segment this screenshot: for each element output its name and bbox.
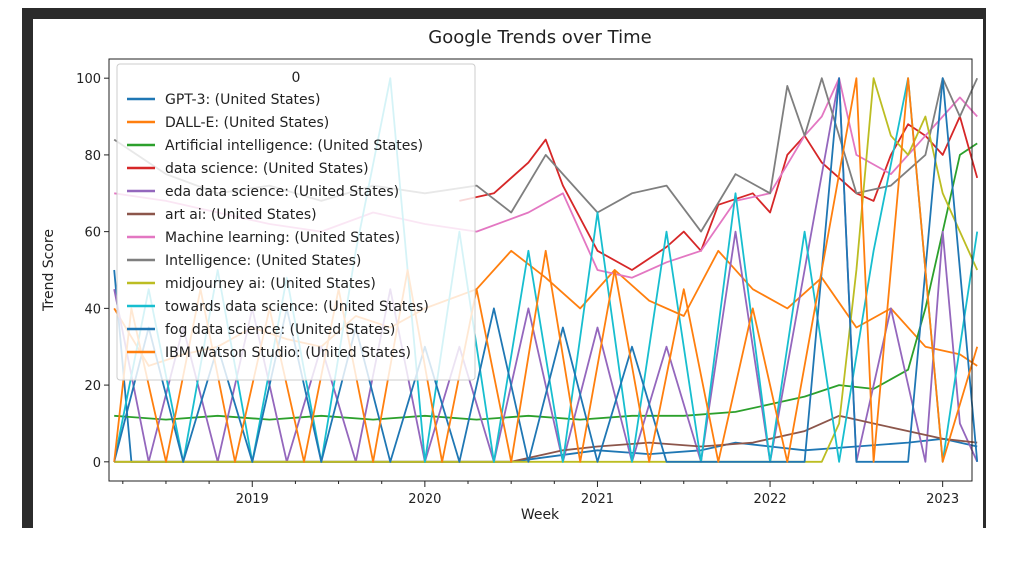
y-tick-label: 40 [84, 302, 101, 317]
x-tick-label: 2020 [408, 492, 441, 507]
legend-entry-6[interactable]: Machine learning: (United States) [165, 230, 400, 246]
y-axis: 0 20 40 60 80 100 [76, 72, 109, 471]
legend-entry-0[interactable]: GPT-3: (United States) [165, 92, 320, 108]
legend-box [116, 63, 476, 381]
series-line-8 [114, 77, 979, 463]
line-chart: Google Trends over Time 0 20 40 60 80 100 201… [41, 27, 979, 523]
x-axis: 2019 2020 2021 2022 2023 [122, 481, 959, 507]
x-tick-label: 2021 [581, 492, 614, 507]
legend-entry-5[interactable]: art ai: (United States) [165, 207, 317, 223]
plot-area [108, 58, 973, 482]
legend[interactable]: 0 GPT-3: (United States) DALL-E: (United S… [116, 63, 476, 381]
y-tick-label: 60 [84, 226, 101, 241]
y-axis-label: Trend Score [41, 229, 57, 312]
legend-entry-11[interactable]: IBM Watson Studio: (United States) [165, 345, 411, 361]
x-tick-label: 2023 [926, 492, 959, 507]
y-tick-label: 100 [76, 72, 101, 87]
y-tick-label: 20 [84, 379, 101, 394]
chart-frame: Google Trends over Time 0 20 40 60 80 100 201… [22, 8, 986, 528]
x-tick-label: 2022 [754, 492, 787, 507]
series-line-9 [113, 77, 979, 463]
legend-entry-7[interactable]: Intelligence: (United States) [165, 253, 361, 269]
legend-entry-8[interactable]: midjourney ai: (United States) [165, 276, 376, 292]
series-line-11 [113, 77, 979, 463]
x-tick-label: 2019 [236, 492, 269, 507]
legend-title: 0 [292, 70, 301, 86]
chart-title: Google Trends over Time [428, 27, 651, 48]
series-lines [113, 77, 979, 463]
legend-entry-3[interactable]: data science: (United States) [165, 161, 369, 177]
series-line-10 [113, 77, 979, 463]
legend-entry-10[interactable]: fog data science: (United States) [165, 322, 395, 338]
legend-entry-1[interactable]: DALL-E: (United States) [165, 115, 329, 131]
x-axis-label: Week [521, 507, 560, 523]
legend-entry-4[interactable]: eda data science: (United States) [165, 184, 399, 200]
legend-entry-9[interactable]: towards data science: (United States) [165, 299, 429, 315]
legend-entry-2[interactable]: Artificial intelligence: (United States) [165, 138, 423, 154]
y-tick-label: 0 [93, 456, 101, 471]
y-tick-label: 80 [84, 149, 101, 164]
series-line-3 [459, 115, 979, 271]
